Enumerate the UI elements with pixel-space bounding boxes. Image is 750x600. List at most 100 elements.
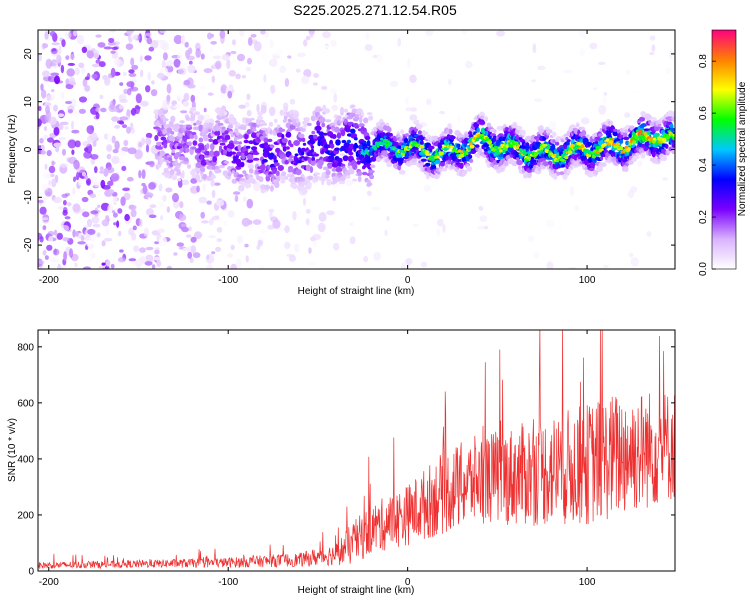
heatmap-cell (671, 142, 675, 148)
heatmap-cell (295, 169, 302, 176)
heatmap-cell (145, 246, 154, 251)
heatmap-cell (609, 120, 614, 126)
heatmap-ridge-cell (434, 155, 438, 160)
heatmap-cell (206, 264, 213, 269)
heatmap-cell (613, 128, 618, 132)
heatmap-cell (62, 209, 68, 216)
heatmap-cell (646, 231, 652, 238)
heatmap-cell (191, 131, 197, 136)
heatmap-cell (321, 122, 326, 128)
heatmap-cell (311, 156, 316, 162)
heatmap-cell (140, 100, 149, 107)
heatmap-cell (288, 255, 296, 262)
heatmap-cell (588, 167, 595, 172)
heatmap-cell (263, 122, 267, 126)
heatmap-cell (183, 92, 190, 102)
heatmap-cell (128, 104, 133, 111)
heatmap-cell (86, 72, 91, 80)
heatmap-cell (425, 98, 432, 106)
heatmap-cell (338, 180, 346, 185)
heatmap-cell (239, 187, 244, 192)
heatmap-cell (226, 59, 231, 70)
heatmap-cell (246, 109, 252, 117)
heatmap-cell (405, 258, 413, 266)
heatmap-cell (548, 120, 557, 130)
heatmap-cell (363, 117, 369, 124)
heatmap-cell (189, 107, 197, 112)
heatmap-cell (45, 105, 50, 115)
heatmap-cell (168, 157, 173, 162)
heatmap-cell (134, 149, 143, 160)
heatmap-cell (440, 161, 446, 167)
heatmap-cell (257, 115, 264, 121)
heatmap-cell (87, 228, 96, 235)
heatmap-ridge-cell (672, 133, 675, 137)
heatmap-cell (262, 159, 268, 163)
bottom-x-tick-label: -200 (39, 577, 59, 588)
heatmap-cell (157, 146, 163, 150)
heatmap-cell (248, 168, 254, 174)
heatmap-cell (637, 160, 643, 168)
heatmap-cell (585, 134, 590, 138)
heatmap-cell (261, 39, 271, 48)
heatmap-cell (672, 111, 675, 117)
heatmap-cell (325, 170, 331, 175)
heatmap-cell (53, 229, 58, 236)
heatmap-cell (496, 30, 506, 37)
heatmap-cell (275, 147, 281, 154)
heatmap-cell (67, 109, 73, 114)
heatmap-cell (195, 174, 201, 182)
heatmap-cell (100, 107, 107, 113)
heatmap-cell (535, 138, 540, 142)
heatmap-cell (398, 157, 405, 164)
heatmap-cell (208, 138, 214, 142)
heatmap-cell (235, 158, 242, 164)
heatmap-cell (73, 109, 80, 118)
heatmap-cell (284, 160, 290, 165)
heatmap-cell (309, 166, 314, 174)
heatmap-cell (168, 121, 174, 128)
heatmap-cell (161, 161, 167, 170)
heatmap-cell (200, 155, 204, 160)
heatmap-cell (578, 30, 587, 38)
heatmap-cell (84, 175, 89, 180)
heatmap-cell (233, 121, 238, 125)
heatmap-cell (303, 121, 308, 128)
heatmap-cell (140, 69, 144, 78)
heatmap-cell (237, 144, 241, 151)
heatmap-cell (153, 256, 161, 261)
heatmap-cell (530, 159, 537, 163)
heatmap-cell (358, 116, 363, 124)
heatmap-cell (123, 139, 129, 147)
top-y-tick-label: 10 (23, 96, 34, 108)
heatmap-cell (47, 137, 54, 143)
heatmap-cell (190, 236, 197, 243)
heatmap-cell (540, 157, 547, 162)
heatmap-cell (493, 129, 497, 134)
heatmap-cell (302, 197, 307, 206)
heatmap-cell (622, 132, 628, 138)
heatmap-cell (89, 132, 98, 141)
heatmap-cell (106, 153, 112, 160)
heatmap-cell (190, 245, 197, 254)
heatmap-cell (401, 262, 406, 269)
heatmap-cell (525, 144, 530, 150)
top-x-tick-label: -200 (39, 275, 59, 286)
heatmap-cell (228, 142, 235, 150)
heatmap-cell (154, 134, 159, 142)
heatmap-cell (145, 137, 152, 146)
heatmap-cell (163, 142, 168, 149)
heatmap-cell (291, 183, 298, 190)
heatmap-cell (78, 62, 85, 69)
heatmap-cell (42, 249, 47, 256)
heatmap-cell (182, 247, 191, 252)
heatmap-cell (141, 169, 146, 180)
heatmap-cell (78, 108, 86, 114)
heatmap-cell (341, 139, 347, 144)
heatmap-cell (368, 170, 375, 174)
heatmap-cell (598, 104, 607, 115)
heatmap-cell (157, 72, 165, 79)
heatmap-cell (197, 114, 205, 122)
heatmap-cell (264, 31, 269, 39)
bottom-y-tick-label: 0 (28, 567, 34, 578)
